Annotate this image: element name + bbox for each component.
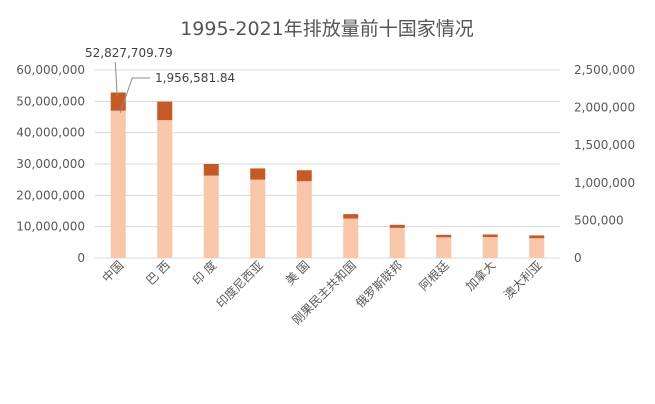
bar-segment-2 bbox=[343, 214, 359, 219]
bar-segment-2 bbox=[389, 224, 405, 228]
annotation-segment: 1,956,581.84 bbox=[155, 71, 235, 85]
bar-segment-2 bbox=[482, 234, 498, 238]
category-label: 阿根廷 bbox=[417, 258, 452, 293]
gridlines bbox=[95, 69, 560, 259]
y-tick-label: 0 bbox=[77, 251, 85, 265]
annotation-leader bbox=[114, 61, 118, 97]
bar-segment-2 bbox=[110, 92, 126, 111]
bar-segment-1 bbox=[482, 237, 498, 258]
category-label: 巴 西 bbox=[143, 258, 173, 288]
category-label: 印度尼西亚 bbox=[213, 258, 266, 311]
y-axis-left: 0 10,000,000 20,000,000 30,000,000 40,000,00… bbox=[16, 63, 85, 265]
bar-segment-1 bbox=[203, 175, 219, 258]
y2-tick-label: 1,000,000 bbox=[574, 176, 635, 190]
y-tick-label: 60,000,000 bbox=[16, 63, 85, 77]
chart-title: 1995-2021年排放量前十国家情况 bbox=[180, 18, 474, 40]
y-tick-label: 40,000,000 bbox=[16, 126, 85, 140]
category-label: 美 国 bbox=[283, 258, 313, 288]
y2-tick-label: 2,000,000 bbox=[574, 101, 635, 115]
bar-segment-1 bbox=[343, 218, 359, 258]
x-axis-categories: 中国巴 西印 度印度尼西亚美 国刚果民主共和国俄罗斯联邦 阿根廷 加拿大 澳大利亚 bbox=[99, 258, 545, 328]
category-label: 中国 bbox=[99, 258, 127, 286]
bar-segment-2 bbox=[157, 101, 173, 121]
y2-tick-label: 0 bbox=[574, 251, 582, 265]
bar-segment-1 bbox=[110, 110, 126, 258]
annotation-total: 52,827,709.79 bbox=[85, 46, 173, 60]
category-label: 俄罗斯联邦 bbox=[353, 258, 405, 310]
y-tick-label: 20,000,000 bbox=[16, 188, 85, 202]
y2-tick-label: 1,500,000 bbox=[574, 138, 635, 152]
y-axis-right: 0 500,000 1,000,000 1,500,000 2,000,000 2,500… bbox=[574, 63, 635, 265]
category-label: 印 度 bbox=[189, 258, 219, 288]
category-label: 加拿大 bbox=[462, 258, 498, 294]
y-tick-label: 30,000,000 bbox=[16, 157, 85, 171]
y-tick-label: 50,000,000 bbox=[16, 94, 85, 108]
y2-tick-label: 2,500,000 bbox=[574, 63, 635, 77]
y2-tick-label: 500,000 bbox=[574, 213, 624, 227]
bar-segment-1 bbox=[157, 120, 173, 258]
bar-segment-2 bbox=[529, 235, 545, 239]
bar-segment-2 bbox=[296, 170, 312, 182]
bar-segment-2 bbox=[436, 234, 452, 238]
bar-segment-1 bbox=[250, 179, 266, 258]
category-label: 澳大利亚 bbox=[501, 258, 545, 302]
bar-segment-2 bbox=[203, 164, 219, 176]
bar-segment-1 bbox=[436, 237, 452, 258]
bar-segment-1 bbox=[296, 181, 312, 258]
bar-segment-1 bbox=[389, 227, 405, 258]
annotations: 52,827,709.79 1,956,581.84 bbox=[85, 46, 235, 113]
bar-segment-1 bbox=[529, 238, 545, 258]
bars bbox=[110, 92, 545, 258]
bar-segment-2 bbox=[250, 168, 266, 180]
annotation-leader bbox=[119, 77, 150, 113]
y-tick-label: 10,000,000 bbox=[16, 220, 85, 234]
